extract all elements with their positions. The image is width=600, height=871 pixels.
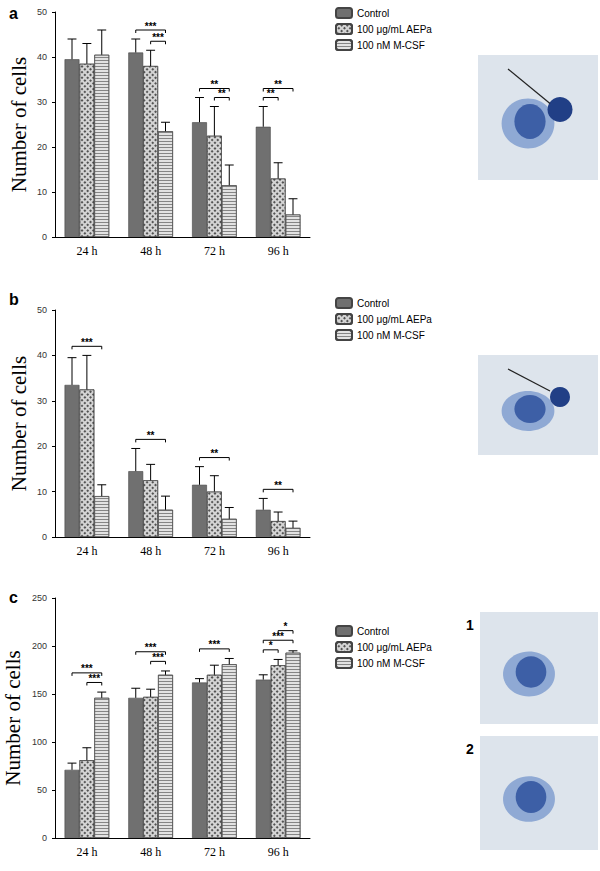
svg-text:Number of cells: Number of cells [7,356,31,491]
svg-text:96 h: 96 h [268,244,289,258]
svg-text:**: ** [274,79,282,90]
svg-text:***: *** [152,652,164,663]
svg-text:10: 10 [37,187,47,197]
svg-text:48 h: 48 h [140,845,161,859]
svg-text:200: 200 [32,641,47,651]
svg-text:***: *** [145,642,157,653]
svg-text:*: * [284,621,288,632]
svg-text:96 h: 96 h [268,845,289,859]
svg-text:***: *** [81,337,93,348]
svg-text:30: 30 [37,396,47,406]
svg-text:**: ** [210,448,218,459]
svg-text:Number of cells: Number of cells [7,57,31,192]
svg-text:**: ** [210,79,218,90]
svg-text:100 μg/mL AEPa: 100 μg/mL AEPa [357,24,432,35]
svg-text:150: 150 [32,689,47,699]
svg-text:***: *** [88,673,100,684]
svg-text:b: b [9,291,19,308]
svg-text:***: *** [145,21,157,32]
svg-text:24 h: 24 h [76,244,97,258]
svg-text:72 h: 72 h [204,244,225,258]
svg-text:***: *** [152,32,164,43]
svg-text:72 h: 72 h [204,544,225,558]
svg-text:50: 50 [37,785,47,795]
svg-text:Control: Control [357,298,389,309]
svg-text:24 h: 24 h [76,544,97,558]
svg-text:*: * [269,640,273,651]
svg-text:**: ** [147,430,155,441]
svg-text:Control: Control [357,626,389,637]
svg-text:96 h: 96 h [268,544,289,558]
svg-text:100 nM M-CSF: 100 nM M-CSF [357,40,425,51]
svg-text:50: 50 [37,7,47,17]
svg-text:100 μg/mL AEPa: 100 μg/mL AEPa [357,642,432,653]
svg-text:50: 50 [37,305,47,315]
svg-text:100 nM M-CSF: 100 nM M-CSF [357,658,425,669]
svg-text:40: 40 [37,350,47,360]
svg-text:100 nM M-CSF: 100 nM M-CSF [357,330,425,341]
svg-text:1: 1 [466,617,474,633]
svg-text:**: ** [218,88,226,99]
svg-text:0: 0 [42,833,47,843]
svg-text:72 h: 72 h [204,845,225,859]
svg-text:2: 2 [466,741,474,757]
svg-text:30: 30 [37,97,47,107]
svg-text:100 μg/mL AEPa: 100 μg/mL AEPa [357,314,432,325]
svg-text:48 h: 48 h [140,244,161,258]
svg-text:40: 40 [37,52,47,62]
svg-text:20: 20 [37,441,47,451]
svg-text:**: ** [274,480,282,491]
svg-text:48 h: 48 h [140,544,161,558]
svg-text:c: c [9,589,18,606]
svg-text:***: *** [81,663,93,674]
svg-text:24 h: 24 h [76,845,97,859]
svg-text:20: 20 [37,142,47,152]
svg-text:0: 0 [42,532,47,542]
svg-text:100: 100 [32,737,47,747]
svg-text:a: a [9,5,18,22]
svg-text:250: 250 [32,593,47,603]
svg-text:***: *** [209,639,221,650]
svg-text:Number of cells: Number of cells [1,650,25,785]
svg-text:10: 10 [37,487,47,497]
svg-text:0: 0 [42,232,47,242]
svg-text:Control: Control [357,8,389,19]
